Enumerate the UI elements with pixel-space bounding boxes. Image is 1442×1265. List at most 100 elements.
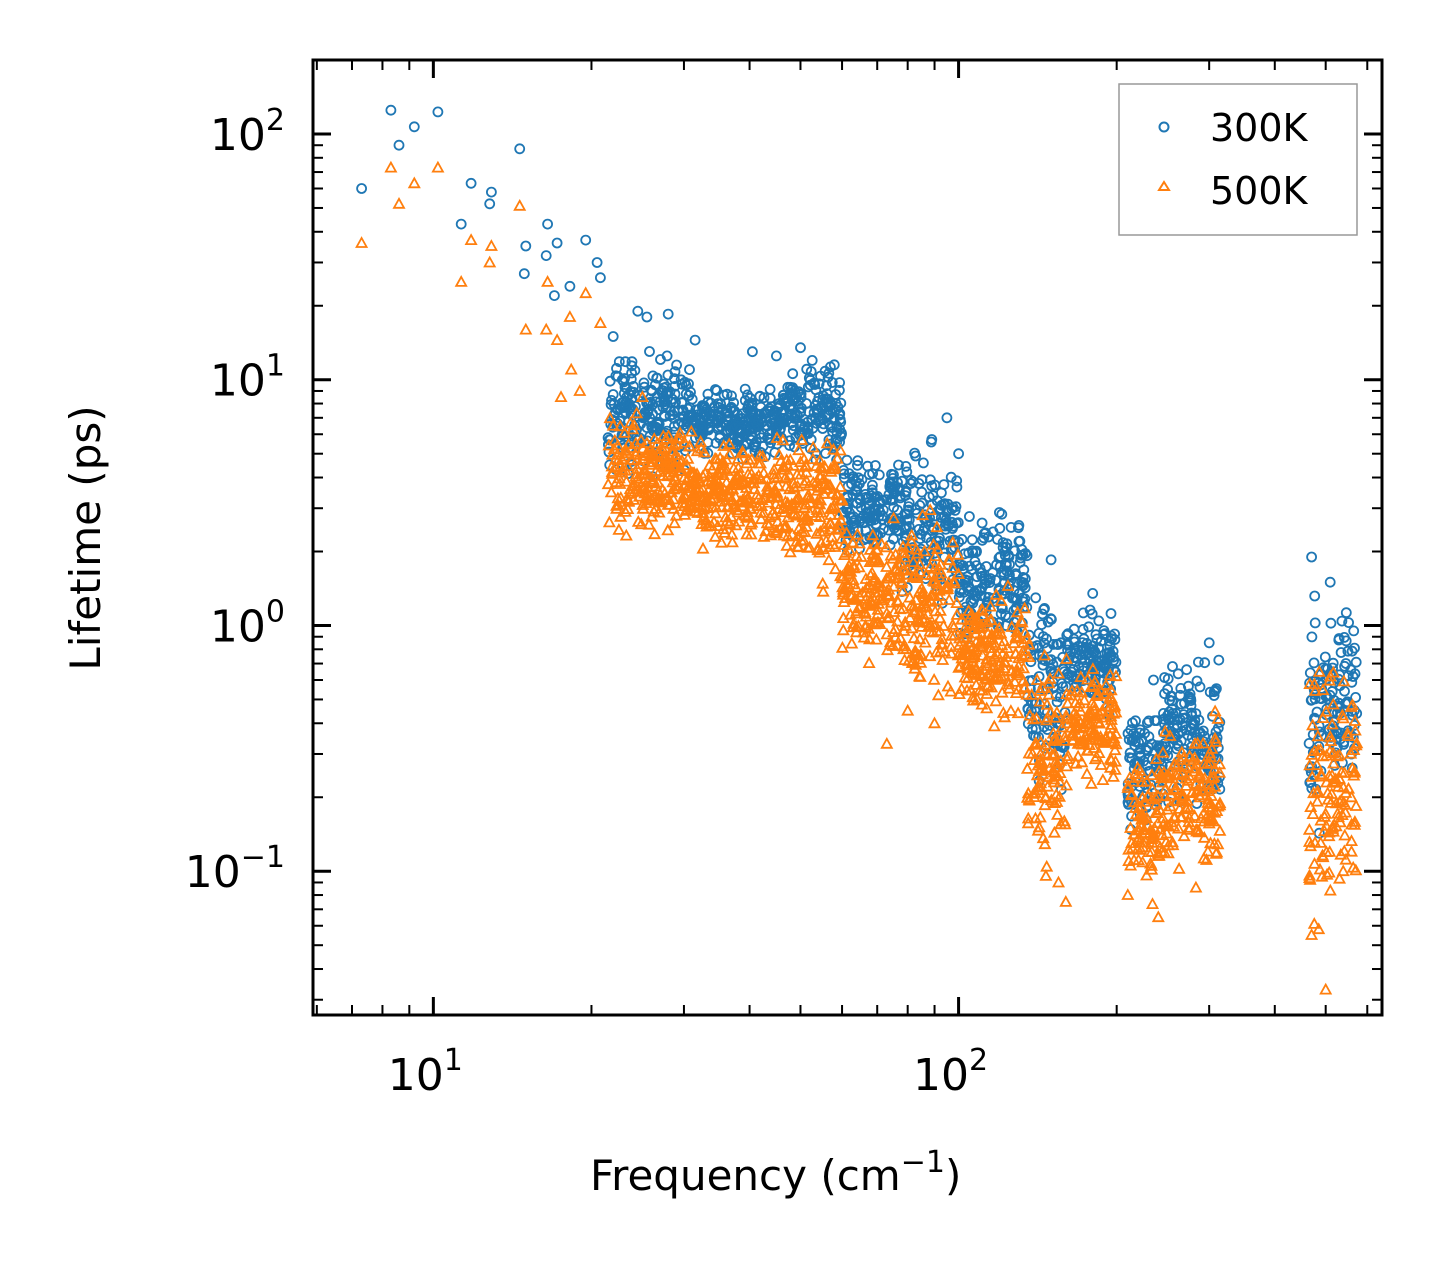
- data-point-300k: [1189, 726, 1201, 738]
- data-point-500k: [801, 541, 815, 553]
- data-point-500k: [1302, 822, 1316, 835]
- data-point-300k: [787, 424, 799, 436]
- data-point-300k: [604, 375, 616, 387]
- data-point-300k: [900, 486, 912, 498]
- data-point-300k: [1090, 629, 1102, 641]
- data-point-500k: [1197, 851, 1211, 864]
- data-point-300k: [951, 481, 963, 493]
- data-point-500k: [1338, 828, 1352, 841]
- data-point-300k: [933, 540, 945, 552]
- data-point-300k: [841, 454, 853, 466]
- data-point-500k: [1145, 782, 1159, 794]
- data-point-500k: [1084, 680, 1098, 692]
- data-point-500k: [975, 602, 989, 615]
- data-point-300k: [1148, 674, 1159, 686]
- data-point-500k: [980, 652, 994, 664]
- data-point-500k: [1066, 733, 1080, 745]
- data-point-500k: [725, 535, 739, 548]
- data-point-300k: [934, 532, 945, 544]
- data-point-300k: [997, 537, 1009, 548]
- data-point-500k: [910, 612, 925, 625]
- data-point-500k: [944, 640, 958, 652]
- data-point-300k: [852, 459, 863, 471]
- data-point-500k: [673, 426, 687, 438]
- data-point-500k: [934, 566, 948, 579]
- data-point-500k: [818, 459, 832, 472]
- data-point-500k: [896, 642, 911, 655]
- data-point-500k: [961, 658, 975, 671]
- data-point-300k: [794, 389, 806, 401]
- data-point-500k: [714, 535, 729, 548]
- data-point-500k: [744, 501, 758, 514]
- data-point-300k: [1214, 783, 1226, 795]
- data-point-500k: [696, 481, 710, 494]
- data-point-500k: [1324, 796, 1338, 808]
- data-point-500k: [895, 574, 909, 587]
- data-point-500k: [976, 648, 990, 661]
- data-point-500k: [1001, 674, 1015, 687]
- data-point-500k: [880, 611, 894, 624]
- data-point-500k: [1149, 791, 1163, 803]
- data-point-300k: [951, 475, 963, 487]
- data-point-500k: [698, 466, 712, 479]
- data-point-300k: [1172, 668, 1184, 680]
- data-point-500k: [1203, 756, 1217, 768]
- data-point-500k: [806, 475, 820, 488]
- data-point-300k: [637, 387, 649, 399]
- data-point-500k: [888, 622, 903, 634]
- data-point-300k: [1036, 619, 1047, 630]
- data-point-500k: [995, 638, 1009, 651]
- data-point-500k: [1332, 871, 1347, 884]
- data-point-300k: [925, 436, 937, 448]
- data-point-300k: [806, 354, 818, 366]
- data-point-500k: [849, 580, 863, 593]
- data-point-500k: [836, 611, 850, 623]
- data-point-300k: [867, 468, 878, 479]
- data-point-500k: [710, 467, 724, 479]
- data-point-500k: [810, 527, 824, 539]
- data-point-500k: [1059, 895, 1073, 907]
- data-point-300k: [990, 574, 1002, 586]
- data-point-500k: [670, 437, 684, 450]
- data-point-500k: [1303, 839, 1318, 852]
- data-point-500k: [1312, 664, 1326, 677]
- data-point-500k: [735, 444, 749, 457]
- data-point-500k: [1031, 823, 1045, 836]
- data-point-500k: [923, 503, 937, 515]
- data-point-300k: [941, 412, 953, 424]
- data-point-300k: [795, 342, 806, 354]
- data-point-300k: [788, 420, 799, 432]
- data-point-500k: [1163, 799, 1177, 812]
- data-point-500k: [722, 517, 736, 530]
- data-point-500k: [1142, 845, 1156, 857]
- data-point-500k: [905, 528, 919, 541]
- data-point-300k: [987, 526, 999, 538]
- y-tick-base: 10: [210, 601, 266, 652]
- data-point-300k: [991, 559, 1002, 571]
- data-point-500k: [431, 160, 445, 173]
- data-point-500k: [1307, 856, 1322, 869]
- data-point-300k: [787, 368, 799, 380]
- data-point-500k: [1208, 704, 1222, 717]
- data-point-500k: [793, 455, 808, 467]
- data-point-500k: [1108, 763, 1122, 775]
- data-point-500k: [951, 547, 965, 560]
- data-point-500k: [663, 437, 678, 449]
- data-point-500k: [1109, 737, 1123, 750]
- data-point-500k: [1018, 625, 1032, 638]
- data-point-300k: [1189, 715, 1201, 726]
- data-point-500k: [1322, 673, 1337, 686]
- data-point-500k: [636, 501, 650, 514]
- data-point-500k: [930, 542, 944, 554]
- data-point-300k: [638, 377, 650, 389]
- data-point-500k: [1187, 764, 1201, 777]
- data-point-300k: [916, 497, 928, 509]
- data-point-500k: [1121, 781, 1135, 793]
- data-point-300k: [1078, 661, 1089, 673]
- data-point-300k: [1099, 654, 1111, 666]
- data-point-500k: [648, 527, 662, 540]
- data-point-500k: [880, 736, 894, 749]
- data-point-500k: [930, 520, 944, 533]
- data-point-500k: [859, 618, 873, 631]
- data-point-500k: [1326, 697, 1340, 710]
